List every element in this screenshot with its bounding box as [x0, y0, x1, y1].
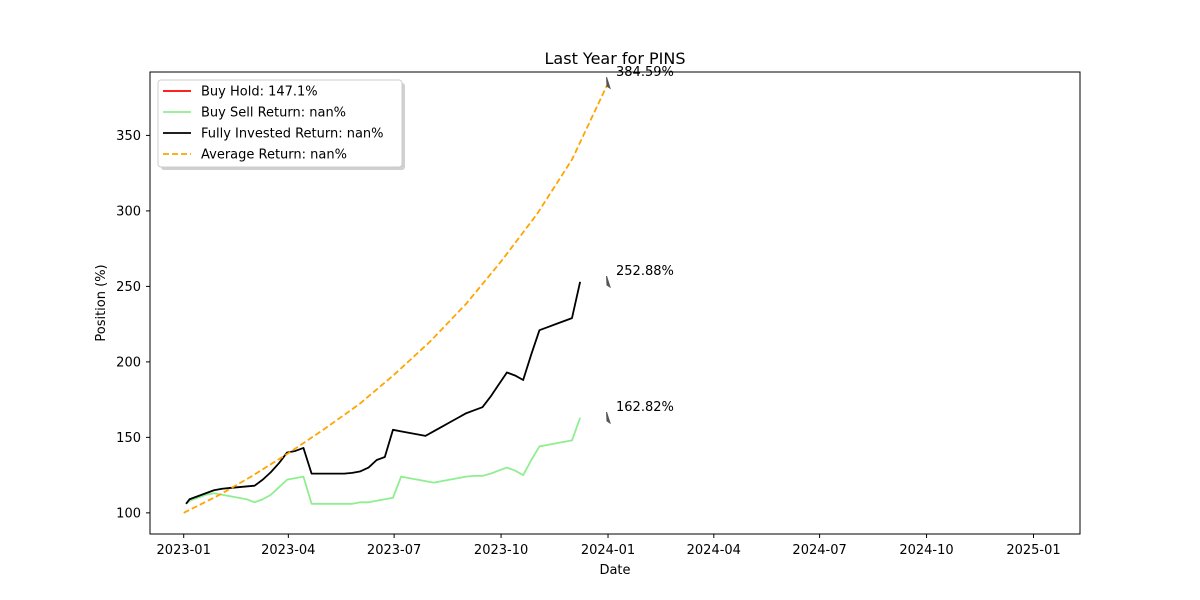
annotation-label-1: 252.88% [616, 264, 674, 279]
legend: Buy Hold: 147.1% Buy Sell Return: nan% Ful… [157, 79, 405, 170]
y-tick-label-1: 150 [116, 431, 141, 446]
annotation-label-2: 162.82% [616, 400, 674, 415]
y-axis-label: Position (%) [94, 264, 109, 341]
series-lines [183, 82, 609, 514]
x-axis: 2023-01 2023-04 2023-07 2023-10 2024-01 2024-… [157, 534, 1061, 558]
plot-area: 384.59% 252.88% 162.82% [149, 65, 1081, 535]
legend-label-1: Buy Sell Return: nan% [201, 106, 346, 121]
x-tick-label-7: 2024-10 [899, 543, 953, 558]
series-line-3 [183, 82, 609, 514]
annotation-marker-2 [606, 411, 611, 425]
chart-title: Last Year for PINS [545, 49, 686, 68]
x-tick-label-8: 2025-01 [1006, 543, 1060, 558]
annotation-marker-0 [606, 77, 611, 90]
annotation-marker-1 [606, 275, 611, 289]
x-tick-label-2: 2023-07 [367, 543, 421, 558]
x-tick-label-3: 2023-10 [474, 543, 528, 558]
x-tick-label-4: 2024-01 [581, 543, 635, 558]
x-tick-label-0: 2023-01 [157, 543, 211, 558]
series-line-1 [185, 417, 581, 505]
legend-box [157, 79, 403, 168]
x-tick-label-6: 2024-07 [792, 543, 846, 558]
legend-label-2: Fully Invested Return: nan% [201, 127, 384, 142]
legend-label-0: Buy Hold: 147.1% [201, 85, 318, 100]
y-axis: 100 150 200 250 300 350 [116, 129, 150, 521]
y-tick-label-4: 300 [116, 204, 141, 219]
plot-frame [149, 71, 1081, 535]
y-tick-label-5: 350 [116, 129, 141, 144]
y-tick-label-3: 250 [116, 280, 141, 295]
legend-label-3: Average Return: nan% [201, 148, 347, 163]
y-tick-label-2: 200 [116, 355, 141, 370]
series-line-2 [185, 281, 582, 505]
x-axis-label: Date [599, 563, 630, 578]
y-tick-label-0: 100 [116, 506, 141, 521]
x-tick-label-5: 2024-04 [687, 543, 741, 558]
annotation-label-0: 384.59% [616, 65, 674, 80]
x-tick-label-1: 2023-04 [261, 543, 315, 558]
